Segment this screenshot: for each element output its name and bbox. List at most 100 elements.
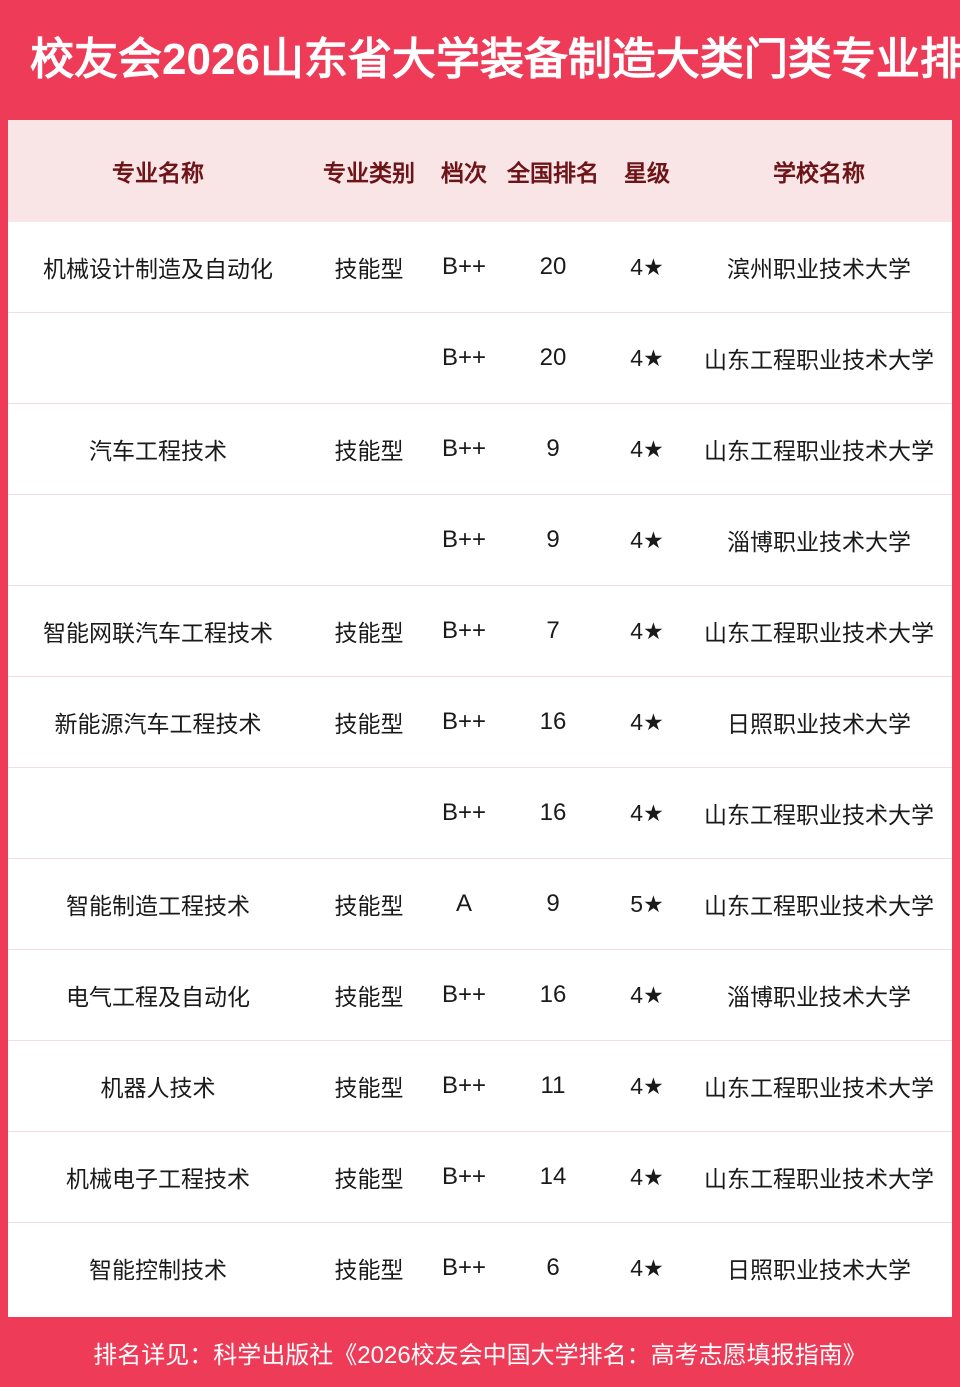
table-row: 电气工程及自动化 技能型 B++ 16 4★ 淄博职业技术大学 — [8, 950, 952, 1041]
cell-rank: 9 — [546, 526, 560, 553]
cell-category: 技能型 — [334, 256, 404, 282]
cell-major: 智能制造工程技术 — [66, 893, 250, 919]
footer-band: 排名详见：科学出版社《2026校友会中国大学排名：高考志愿填报指南》 — [0, 1317, 960, 1387]
cell-major — [8, 495, 308, 586]
cell-school: 山东工程职业技术大学 — [704, 802, 934, 828]
cell-grade: B++ — [441, 1163, 487, 1190]
cell-school: 淄博职业技术大学 — [727, 984, 911, 1010]
cell-category — [308, 313, 430, 404]
cell-rank: 6 — [546, 1254, 560, 1281]
cell-category — [308, 495, 430, 586]
cell-category: 技能型 — [334, 1257, 404, 1283]
cell-stars: 4★ — [630, 1254, 664, 1281]
cell-rank: 9 — [546, 890, 560, 917]
cell-rank: 16 — [539, 708, 567, 735]
cell-stars: 4★ — [630, 799, 664, 826]
cell-category: 技能型 — [334, 1166, 404, 1192]
cell-grade: B++ — [441, 526, 487, 553]
cell-major: 机器人技术 — [100, 1075, 216, 1101]
cell-stars: 4★ — [630, 344, 664, 371]
table-row: 汽车工程技术 技能型 B++ 9 4★ 山东工程职业技术大学 — [8, 404, 952, 495]
footer-note: 排名详见：科学出版社《2026校友会中国大学排名：高考志愿填报指南》 — [93, 1341, 867, 1369]
title-banner: 校友会2026山东省大学装备制造大类门类专业排名 — [0, 0, 960, 120]
cell-rank: 7 — [546, 617, 560, 644]
cell-category: 技能型 — [334, 711, 404, 737]
cell-grade: A — [455, 890, 472, 917]
cell-grade: B++ — [441, 981, 487, 1008]
cell-grade: B++ — [441, 344, 487, 371]
cell-school: 山东工程职业技术大学 — [704, 620, 934, 646]
cell-school: 山东工程职业技术大学 — [704, 1166, 934, 1192]
cell-grade: B++ — [441, 799, 487, 826]
cell-major: 新能源汽车工程技术 — [54, 711, 262, 737]
cell-category: 技能型 — [334, 893, 404, 919]
ranking-table-card: 专业名称 专业类别 档次 全国排名 星级 学校名称 机械设计制造及自动化 技能型 B… — [8, 120, 952, 1317]
column-header-category: 专业类别 — [323, 160, 415, 186]
cell-grade: B++ — [441, 1072, 487, 1099]
cell-major: 智能控制技术 — [89, 1257, 227, 1283]
cell-major: 电气工程及自动化 — [66, 984, 250, 1010]
cell-stars: 4★ — [630, 435, 664, 462]
cell-grade: B++ — [441, 435, 487, 462]
cell-category: 技能型 — [334, 438, 404, 464]
table-row: B++ 20 4★ 山东工程职业技术大学 — [8, 313, 952, 404]
cell-school: 滨州职业技术大学 — [727, 256, 911, 282]
table-row: 智能网联汽车工程技术 技能型 B++ 7 4★ 山东工程职业技术大学 — [8, 586, 952, 677]
table-body: 机械设计制造及自动化 技能型 B++ 20 4★ 滨州职业技术大学 B++ 20 4★ 山东工程职… — [8, 222, 952, 1313]
table-head: 专业名称 专业类别 档次 全国排名 星级 学校名称 — [8, 120, 952, 222]
cell-rank: 16 — [539, 799, 567, 826]
cell-grade: B++ — [441, 708, 487, 735]
table-row: 机械设计制造及自动化 技能型 B++ 20 4★ 滨州职业技术大学 — [8, 222, 952, 313]
cell-stars: 5★ — [630, 890, 664, 917]
table-row: 智能制造工程技术 技能型 A 9 5★ 山东工程职业技术大学 — [8, 859, 952, 950]
column-header-rank: 全国排名 — [507, 160, 599, 186]
cell-school: 山东工程职业技术大学 — [704, 347, 934, 373]
cell-stars: 4★ — [630, 526, 664, 553]
cell-major: 机械电子工程技术 — [66, 1166, 250, 1192]
cell-school: 日照职业技术大学 — [727, 711, 911, 737]
cell-school: 日照职业技术大学 — [727, 1257, 911, 1283]
cell-stars: 4★ — [630, 1163, 664, 1190]
cell-rank: 11 — [540, 1072, 566, 1099]
cell-category — [308, 768, 430, 859]
cell-school: 淄博职业技术大学 — [727, 529, 911, 555]
column-header-major: 专业名称 — [112, 160, 204, 186]
page-title: 校友会2026山东省大学装备制造大类门类专业排名 — [30, 35, 960, 84]
ranking-table: 专业名称 专业类别 档次 全国排名 星级 学校名称 机械设计制造及自动化 技能型 B… — [8, 120, 952, 1313]
cell-major: 机械设计制造及自动化 — [43, 256, 273, 282]
cell-category: 技能型 — [334, 1075, 404, 1101]
cell-rank: 16 — [539, 981, 567, 1008]
cell-school: 山东工程职业技术大学 — [704, 438, 934, 464]
cell-rank: 14 — [539, 1163, 567, 1190]
cell-major: 智能网联汽车工程技术 — [43, 620, 273, 646]
cell-grade: B++ — [441, 1254, 487, 1281]
cell-category: 技能型 — [334, 984, 404, 1010]
cell-stars: 4★ — [630, 617, 664, 644]
cell-school: 山东工程职业技术大学 — [704, 893, 934, 919]
cell-major — [8, 313, 308, 404]
table-row: 智能控制技术 技能型 B++ 6 4★ 日照职业技术大学 — [8, 1223, 952, 1314]
column-header-stars: 星级 — [624, 160, 670, 186]
column-header-school: 学校名称 — [773, 160, 865, 186]
table-row: 机器人技术 技能型 B++ 11 4★ 山东工程职业技术大学 — [8, 1041, 952, 1132]
cell-major — [8, 768, 308, 859]
cell-rank: 20 — [539, 344, 567, 371]
table-row: 机械电子工程技术 技能型 B++ 14 4★ 山东工程职业技术大学 — [8, 1132, 952, 1223]
cell-grade: B++ — [441, 253, 487, 280]
table-row: B++ 9 4★ 淄博职业技术大学 — [8, 495, 952, 586]
cell-school: 山东工程职业技术大学 — [704, 1075, 934, 1101]
cell-rank: 9 — [546, 435, 560, 462]
table-row: 新能源汽车工程技术 技能型 B++ 16 4★ 日照职业技术大学 — [8, 677, 952, 768]
cell-category: 技能型 — [334, 620, 404, 646]
cell-rank: 20 — [539, 253, 567, 280]
cell-grade: B++ — [441, 617, 487, 644]
column-header-grade: 档次 — [441, 160, 487, 186]
table-row: B++ 16 4★ 山东工程职业技术大学 — [8, 768, 952, 859]
table-header-row: 专业名称 专业类别 档次 全国排名 星级 学校名称 — [8, 120, 952, 222]
cell-stars: 4★ — [630, 981, 664, 1008]
cell-stars: 4★ — [630, 253, 664, 280]
cell-stars: 4★ — [630, 1072, 664, 1099]
cell-major: 汽车工程技术 — [89, 438, 227, 464]
cell-stars: 4★ — [630, 708, 664, 735]
